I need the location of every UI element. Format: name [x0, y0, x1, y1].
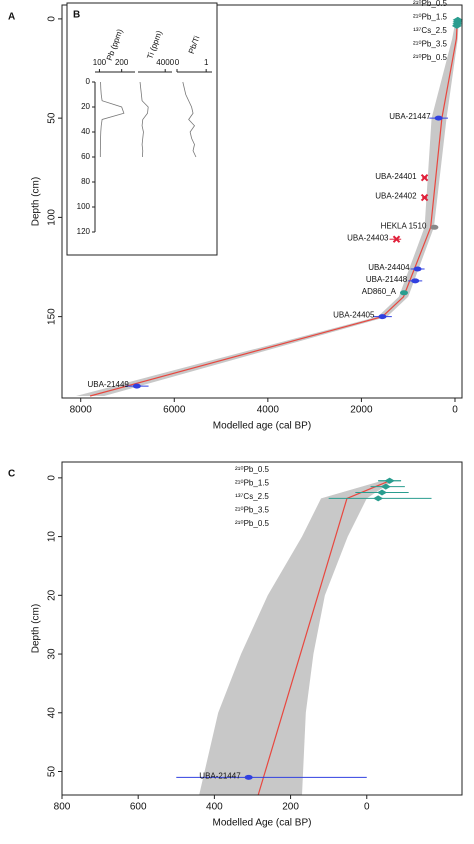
sample-label: ²¹⁰Pb_0.5 — [235, 519, 269, 528]
sample-marker — [384, 477, 395, 484]
sample-marker — [411, 278, 420, 284]
y-tick-label: 0 — [86, 77, 91, 86]
y-axis-label: Depth (cm) — [31, 604, 42, 653]
sample-marker — [399, 290, 408, 296]
sample-marker — [452, 16, 463, 23]
plot-frame — [61, 461, 463, 796]
x-tick-label: 200 — [282, 802, 299, 813]
x-tick-label: 600 — [130, 802, 147, 813]
x-tick-label: 0 — [175, 58, 180, 67]
y-tick-label: 100 — [47, 209, 58, 226]
x-tick-label: 1 — [204, 58, 209, 67]
sample-marker — [420, 173, 429, 182]
sample-label: HEKLA 1510 — [381, 221, 427, 230]
sample-label: UBA-21447 — [199, 771, 241, 780]
y-tick-label: 20 — [81, 102, 90, 111]
x-tick-label: 100 — [93, 58, 107, 67]
x-tick-label: 4000 — [257, 405, 280, 416]
age-range — [199, 480, 394, 795]
sample-marker — [420, 193, 429, 202]
y-tick-label: 0 — [47, 475, 58, 481]
y-tick-label: 50 — [47, 766, 58, 778]
panel-label: C — [8, 469, 15, 480]
y-tick-label: 0 — [47, 16, 58, 22]
sample-marker — [132, 383, 141, 389]
y-tick-label: 40 — [47, 707, 58, 719]
sample-label: ²¹⁰Pb_1.5 — [235, 479, 269, 488]
sample-label: ²¹⁰Pb_0.5 — [413, 53, 447, 62]
sample-label: UBA-24401 — [375, 172, 417, 181]
x-tick-label: 200 — [115, 58, 129, 67]
sample-label: ¹³⁷Cs_2.5 — [235, 492, 269, 501]
x-axis-label: Modelled Age (cal BP) — [213, 818, 312, 829]
profile-line — [99, 81, 125, 157]
sample-label: ²¹⁰Pb_3.5 — [235, 506, 269, 515]
sample-marker — [451, 22, 462, 29]
profile-line — [139, 81, 149, 158]
x-axis-label: Modelled age (cal BP) — [213, 421, 311, 432]
sample-label: UBA-21449 — [87, 380, 129, 389]
sample-label: ¹³⁷Cs_2.5 — [413, 26, 447, 35]
y-tick-label: 100 — [77, 202, 91, 211]
y-tick-label: 150 — [47, 308, 58, 325]
sample-marker — [413, 266, 422, 272]
sample-marker — [244, 774, 253, 780]
y-tick-label: 40 — [81, 127, 90, 136]
sample-label: UBA-24405 — [333, 311, 375, 320]
sample-marker — [377, 489, 387, 496]
panel-label: A — [8, 12, 15, 23]
y-tick-label: 80 — [81, 177, 90, 186]
x-tick-label: 8000 — [70, 405, 93, 416]
x-tick-label: 0 — [364, 802, 370, 813]
y-tick-label: 50 — [47, 112, 58, 124]
sample-label: AD860_A — [362, 287, 397, 296]
y-tick-label: 60 — [81, 152, 90, 161]
sample-label: UBA-24402 — [375, 192, 417, 201]
x-tick-label: 6000 — [163, 405, 186, 416]
sample-label: UBA-24404 — [368, 263, 410, 272]
x-tick-label: 800 — [54, 802, 71, 813]
x-tick-label: 2000 — [350, 405, 373, 416]
x-tick-label: 0 — [452, 405, 458, 416]
sample-marker — [378, 314, 387, 320]
sample-marker — [434, 115, 443, 121]
panel-label: B — [73, 10, 80, 21]
sample-marker — [380, 483, 391, 490]
x-tick-label: 400 — [206, 802, 223, 813]
sample-label: ²¹⁰Pb_3.5 — [413, 40, 447, 49]
sample-label: UBA-21448 — [366, 275, 408, 284]
x-tick-label: 4000 — [156, 58, 174, 67]
sample-marker — [430, 224, 439, 230]
sample-label: UBA-24403 — [347, 233, 389, 242]
y-tick-label: 10 — [47, 531, 58, 543]
plot-frame — [61, 4, 463, 399]
y-tick-label: 120 — [77, 227, 91, 236]
y-tick-label: 30 — [47, 648, 58, 660]
sample-label: ²¹⁰Pb_0.5 — [235, 465, 269, 474]
sample-marker — [392, 235, 401, 243]
sample-label: ²¹⁰Pb_1.5 — [413, 13, 447, 22]
sample-marker — [373, 495, 384, 502]
profile-line — [182, 81, 197, 158]
y-tick-label: 20 — [47, 589, 58, 601]
y-axis-label: Depth (cm) — [31, 177, 42, 226]
sample-label: ²¹⁰Pb_0.5 — [413, 0, 447, 8]
sample-label: UBA-21447 — [389, 112, 431, 121]
